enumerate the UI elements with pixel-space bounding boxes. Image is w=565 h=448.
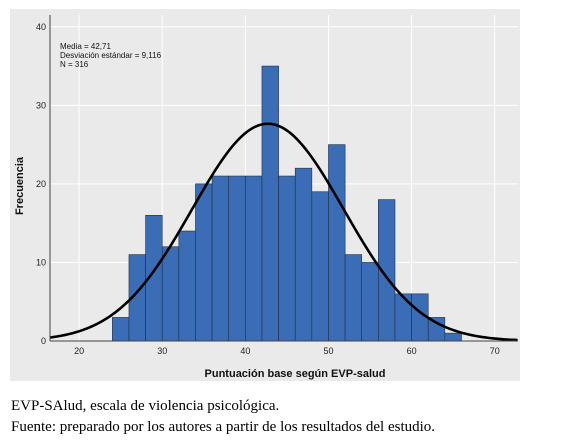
histogram-bar [211, 175, 230, 342]
y-tick-label: 40 [36, 22, 46, 32]
x-tick-labels: 20 30 40 50 60 70 [74, 346, 500, 356]
x-tick-label: 50 [323, 346, 333, 356]
x-tick-label: 60 [407, 346, 417, 356]
histogram-bar [311, 191, 329, 342]
histogram-bar [427, 317, 446, 342]
figure-caption-line-1: EVP-SAlud, escala de violencia psicológi… [11, 398, 280, 414]
histogram-bar [444, 332, 462, 342]
stats-box: Media = 42,71 Desviación estándar = 9,11… [60, 42, 162, 69]
normal-curve [49, 122, 518, 342]
y-axis-title: Frecuencia [14, 156, 26, 215]
y-tick-label: 20 [36, 179, 46, 189]
x-tick-label: 30 [157, 346, 167, 356]
y-tick-labels: 0 10 20 30 40 [36, 22, 46, 346]
histogram-bar [178, 230, 196, 342]
x-axis-title: Puntuación base según EVP-salud [205, 368, 386, 380]
histogram-bars [112, 65, 462, 342]
stats-sd: Desviación estándar = 9,116 [60, 51, 162, 60]
figure-caption-line-2: Fuente: preparado por los autores a part… [11, 419, 436, 435]
histogram-bar [361, 262, 379, 342]
y-tick-label: 10 [36, 257, 46, 267]
histogram-bar [278, 175, 296, 342]
histogram-bar [245, 175, 263, 342]
histogram-bar [195, 183, 213, 342]
y-tick-label: 30 [36, 100, 46, 110]
histogram-figure: 20 30 40 50 60 70 0 10 20 30 40 Media = 42,71 Des… [10, 9, 520, 381]
histogram-bar [112, 317, 130, 342]
stats-mean: Media = 42,71 [60, 42, 111, 51]
y-tick-label: 0 [41, 336, 46, 346]
histogram-bar [261, 65, 279, 342]
histogram-bar [161, 246, 180, 342]
stats-n: N = 316 [60, 60, 89, 69]
histogram-chart: 20 30 40 50 60 70 0 10 20 30 40 Media = 42,71 Des… [14, 15, 518, 380]
histogram-bar [328, 144, 346, 342]
axes [49, 15, 518, 342]
x-tick-label: 20 [74, 346, 84, 356]
x-tick-label: 70 [490, 346, 500, 356]
histogram-bar [294, 167, 313, 342]
histogram-bar [228, 175, 246, 342]
histogram-bar [394, 293, 412, 342]
histogram-bar [344, 254, 363, 342]
x-tick-label: 40 [240, 346, 250, 356]
